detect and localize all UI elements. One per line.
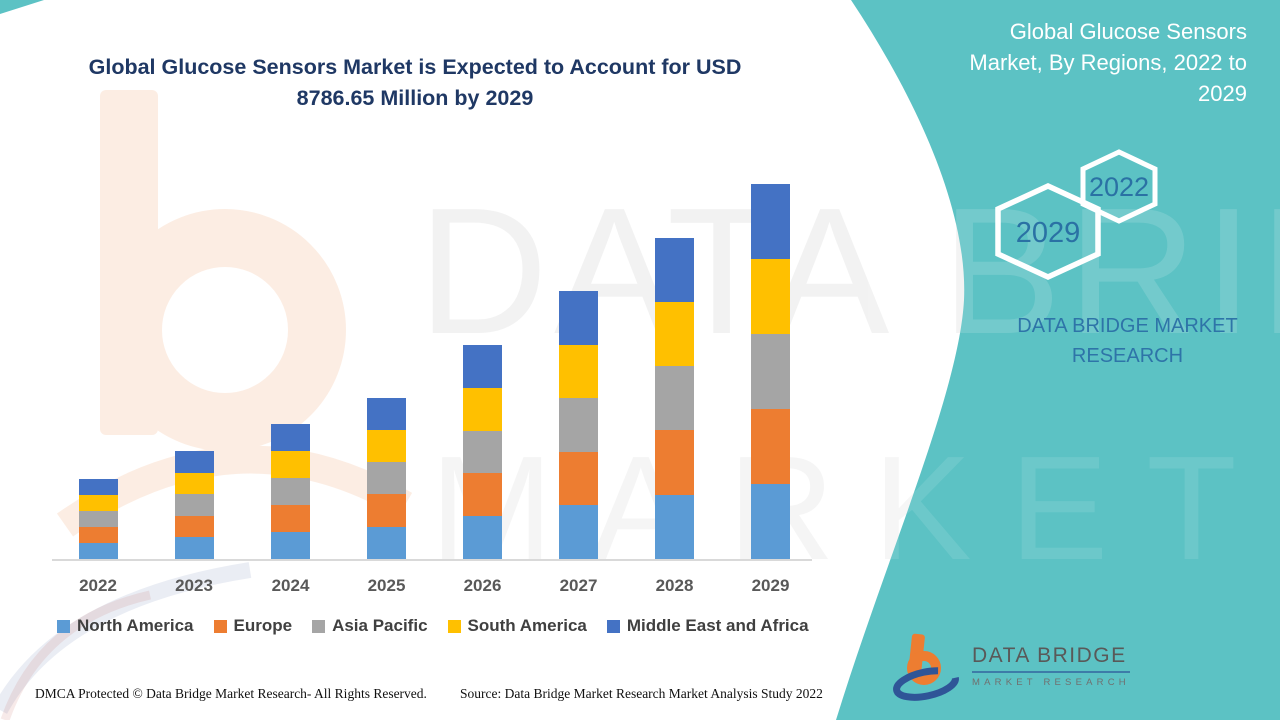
bar-segment-asia-pacific: [174, 494, 214, 516]
hexagon-2022-label: 2022: [1089, 172, 1149, 202]
legend-swatch-icon: [312, 619, 326, 633]
bar-segment-south-america: [559, 344, 598, 399]
bar-2026: [463, 345, 502, 559]
watermark-overlay-clip: DATA BRIDGE MARKET RESEARCH: [868, 0, 1280, 720]
bar-segment-europe: [751, 409, 790, 484]
bar-segment-south-america: [271, 450, 310, 478]
bar-segment-europe: [78, 527, 118, 543]
legend-swatch-icon: [57, 619, 70, 633]
panel-heading: Global Glucose Sensors Market, By Region…: [969, 19, 1247, 106]
bar-segment-asia-pacific: [367, 462, 406, 495]
legend-swatch-icon: [213, 619, 227, 633]
bar-segment-south-america: [367, 429, 406, 463]
bar-segment-north-america: [78, 543, 118, 559]
bar-segment-north-america: [367, 526, 406, 559]
x-axis-label-2022: 2022: [79, 576, 117, 595]
logo-name: DATA BRIDGE: [972, 644, 1127, 667]
bar-segment-north-america: [559, 505, 598, 559]
legend-item-middle-east-and-africa: Middle East and Africa: [606, 616, 809, 636]
page-title: Global Glucose Sensors Market is Expecte…: [88, 55, 742, 111]
legend-item-europe: Europe: [213, 616, 293, 636]
x-axis-label-2024: 2024: [271, 576, 310, 595]
bar-2028: [655, 237, 694, 559]
bar-segment-middle-east-and-africa: [751, 184, 790, 259]
bar-segment-south-america: [655, 301, 694, 367]
bar-segment-middle-east-and-africa: [559, 291, 598, 345]
bar-segment-europe: [174, 515, 214, 538]
bar-segment-middle-east-and-africa: [271, 423, 310, 451]
bar-2023: [174, 451, 214, 559]
bar-2022: [78, 479, 118, 559]
footer-source-text: Source: Data Bridge Market Research Mark…: [460, 686, 823, 701]
bar-segment-north-america: [271, 531, 310, 559]
x-axis-label-2025: 2025: [367, 576, 406, 595]
bar-segment-north-america: [655, 494, 694, 559]
bar-segment-north-america: [463, 516, 502, 559]
bar-segment-middle-east-and-africa: [463, 345, 502, 388]
bar-segment-europe: [559, 451, 598, 506]
logo-subtitle: MARKET RESEARCH: [972, 677, 1130, 688]
hexagon-2022: 2022: [1080, 149, 1158, 224]
watermark-marketresearch-on-teal: MARKET RESEARCH: [868, 426, 1280, 591]
legend-label: North America: [77, 616, 194, 635]
legend-label: Europe: [233, 616, 293, 635]
hexagon-2029-label: 2029: [1016, 217, 1081, 249]
bar-2029: [751, 184, 790, 559]
hexagon-2029: 2029: [995, 182, 1101, 281]
legend-swatch-icon: [447, 619, 461, 633]
databridge-logo-text: DATA BRIDGE MARKET RESEARCH: [972, 644, 1130, 688]
bar-segment-europe: [271, 504, 310, 532]
brand-caption: DATA BRIDGE MARKET RESEARCH: [1017, 315, 1238, 367]
legend-label: Asia Pacific: [332, 616, 428, 635]
bar-segment-europe: [463, 473, 502, 517]
bar-segment-middle-east-and-africa: [655, 237, 694, 302]
x-axis-label-2029: 2029: [751, 576, 790, 595]
bar-segment-europe: [655, 430, 694, 495]
bar-2024: [271, 423, 310, 559]
hexagon-badges: 2022 2029: [995, 149, 1158, 281]
bar-segment-middle-east-and-africa: [367, 397, 406, 430]
logo-rule: [972, 671, 1130, 673]
watermark-corner-swoosh-icon: [0, 562, 252, 720]
legend-label: South America: [467, 616, 587, 635]
corner-accent-triangle: [0, 0, 44, 14]
bar-segment-south-america: [174, 472, 214, 495]
bar-segment-asia-pacific: [78, 511, 118, 527]
legend-item-south-america: South America: [447, 616, 587, 636]
bar-segment-north-america: [751, 484, 790, 559]
x-axis-line: [52, 559, 812, 561]
x-axis-label-2028: 2028: [655, 576, 694, 595]
x-axis-label-2023: 2023: [175, 576, 213, 595]
bar-segment-middle-east-and-africa: [78, 479, 118, 495]
bar-2025: [367, 397, 406, 559]
bar-segment-asia-pacific: [463, 430, 502, 474]
databridge-logo: DATA BRIDGE MARKET RESEARCH: [890, 630, 1130, 702]
bar-segment-south-america: [463, 387, 502, 431]
bar-segment-asia-pacific: [559, 398, 598, 452]
legend-item-asia-pacific: Asia Pacific: [312, 616, 428, 636]
chart-legend: North America Europe Asia Pacific South Ame…: [57, 616, 809, 636]
bar-segment-asia-pacific: [271, 477, 310, 505]
footer-dmca-text: DMCA Protected © Data Bridge Market Rese…: [35, 686, 427, 701]
bar-segment-middle-east-and-africa: [174, 451, 214, 473]
watermark-databridge-on-teal: DATA BRIDGE: [868, 171, 1280, 372]
bar-segment-south-america: [78, 495, 118, 511]
x-axis-label-2027: 2027: [559, 576, 598, 595]
x-axis-label-2026: 2026: [463, 576, 502, 595]
bar-segment-south-america: [751, 259, 790, 334]
legend-label: Middle East and Africa: [626, 616, 809, 635]
legend-item-north-america: North America: [57, 616, 194, 636]
databridge-logo-b-icon: [893, 633, 959, 701]
bar-segment-asia-pacific: [751, 334, 790, 409]
legend-swatch-icon: [606, 619, 620, 633]
bar-2027: [559, 291, 598, 559]
bar-segment-asia-pacific: [655, 366, 694, 431]
bar-segment-north-america: [174, 537, 214, 559]
bar-segment-europe: [367, 494, 406, 527]
